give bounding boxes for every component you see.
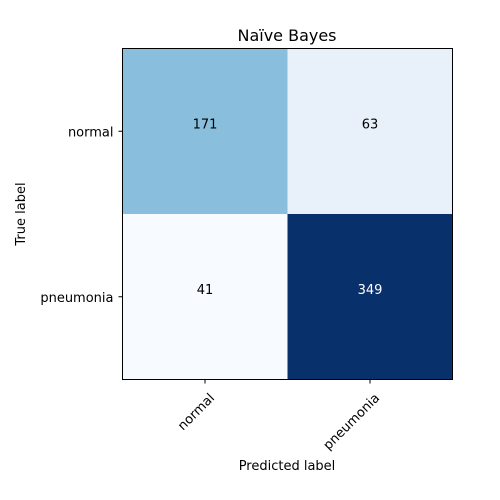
heatmap-cells: [122, 48, 453, 380]
heatmap-cell-0-1: [287, 48, 453, 214]
chart-title: Naïve Bayes: [237, 26, 336, 45]
cell-value-label-0-1: 63: [362, 117, 379, 132]
x-tick-label-0: normal: [175, 391, 218, 434]
y-tick-label-1: pneumonia: [40, 291, 113, 306]
heatmap-cell-0-0: [122, 48, 288, 214]
x-axis-ticks: normal pneumonia: [175, 379, 383, 453]
heatmap-cell-1-1: [287, 214, 453, 380]
cell-value-label-0-0: 171: [193, 117, 218, 132]
y-axis-label: True label: [14, 182, 29, 246]
cell-value-label-1-0: 41: [197, 283, 214, 298]
x-tick-label-1: pneumonia: [321, 391, 383, 453]
y-tick-label-0: normal: [68, 125, 114, 140]
heatmap-cell-1-0: [122, 214, 288, 380]
y-axis-ticks: normal pneumonia: [40, 125, 123, 306]
x-axis-label: Predicted label: [239, 459, 336, 474]
heatmap-cell-labels: 171 63 41 349: [193, 117, 383, 298]
plot-frame: [122, 48, 453, 380]
cell-value-label-1-1: 349: [358, 283, 383, 298]
